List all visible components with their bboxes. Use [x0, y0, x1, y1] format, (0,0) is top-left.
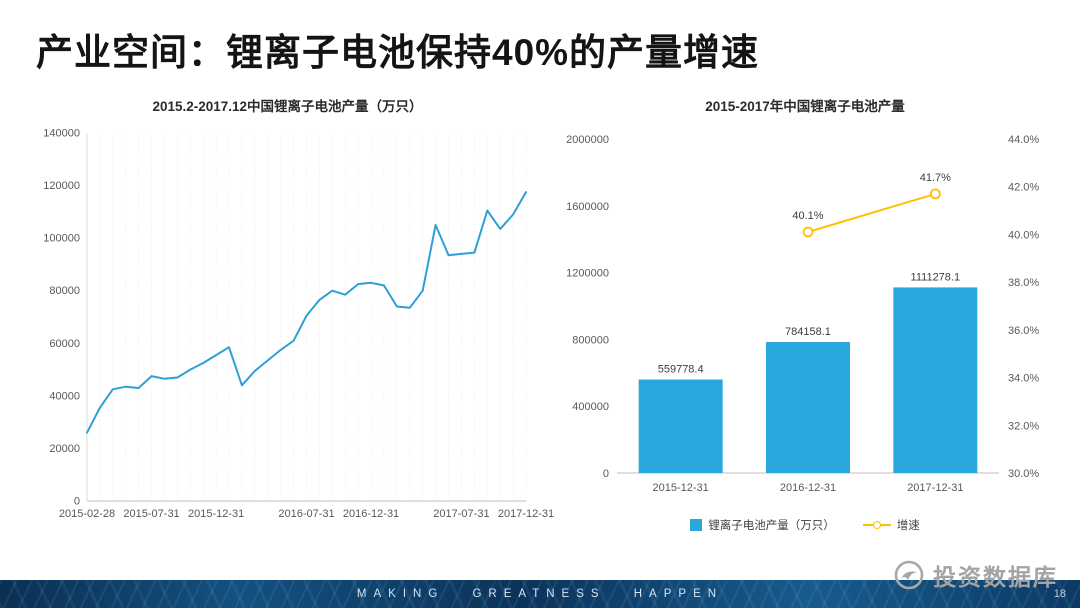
- bar-swatch: [690, 519, 703, 531]
- svg-text:38.0%: 38.0%: [1008, 277, 1039, 289]
- svg-text:41.7%: 41.7%: [920, 172, 951, 184]
- svg-text:400000: 400000: [572, 401, 609, 413]
- right-chart: 2015-2017年中国锂离子电池产量 0 400000 800000 1200000…: [555, 97, 1055, 533]
- legend-item-production: 锂离子电池产量（万只）: [690, 517, 835, 533]
- svg-text:20000: 20000: [49, 443, 80, 455]
- watermark: 投资数据库: [893, 558, 1058, 592]
- svg-text:2000000: 2000000: [566, 134, 609, 146]
- svg-text:2015-02-28: 2015-02-28: [59, 508, 115, 520]
- svg-text:60000: 60000: [49, 338, 80, 350]
- svg-text:44.0%: 44.0%: [1008, 134, 1039, 146]
- svg-text:2016-07-31: 2016-07-31: [278, 508, 334, 520]
- svg-text:2015-12-31: 2015-12-31: [653, 482, 709, 494]
- svg-text:80000: 80000: [49, 285, 80, 297]
- svg-text:2017-12-31: 2017-12-31: [498, 508, 554, 520]
- page-number: 18: [1053, 588, 1066, 600]
- svg-text:0: 0: [74, 496, 80, 508]
- svg-text:784158.1: 784158.1: [785, 326, 831, 338]
- svg-text:32.0%: 32.0%: [1008, 420, 1039, 432]
- svg-text:2017-07-31: 2017-07-31: [433, 508, 489, 520]
- svg-text:2016-12-31: 2016-12-31: [780, 482, 836, 494]
- svg-text:140000: 140000: [43, 128, 80, 140]
- svg-text:34.0%: 34.0%: [1008, 373, 1039, 385]
- svg-text:36.0%: 36.0%: [1008, 325, 1039, 337]
- svg-text:40.0%: 40.0%: [1008, 229, 1039, 241]
- left-chart: 2015.2-2017.12中国锂离子电池产量（万只） 0 20000 40000 6…: [35, 97, 554, 535]
- svg-text:1600000: 1600000: [566, 201, 609, 213]
- svg-text:1200000: 1200000: [566, 268, 609, 280]
- page-title: 产业空间：锂离子电池保持40%的产量增速: [36, 32, 760, 73]
- watermark-logo-icon: [893, 559, 925, 591]
- svg-text:120000: 120000: [43, 180, 80, 192]
- svg-text:0: 0: [603, 468, 609, 480]
- svg-text:559778.4: 559778.4: [658, 364, 704, 376]
- legend-label-growth: 增速: [896, 520, 920, 532]
- right-chart-title: 2015-2017年中国锂离子电池产量: [705, 99, 905, 114]
- footer-slogan: MAKING GREATNESS HAPPEN: [356, 588, 724, 600]
- combo-chart: 0 400000 800000 1200000 1600000 2000000 30.0% 3…: [566, 134, 1039, 494]
- legend-item-growth: 增速: [862, 517, 920, 533]
- svg-text:1111278.1: 1111278.1: [911, 271, 961, 283]
- line-chart: 0 20000 40000 60000 80000 100000 120000 140000 2…: [43, 128, 554, 521]
- svg-text:2015-07-31: 2015-07-31: [123, 508, 179, 520]
- svg-text:40000: 40000: [49, 390, 80, 402]
- chart-legend: 锂离子电池产量（万只） 增速: [555, 517, 1055, 533]
- svg-text:2016-12-31: 2016-12-31: [343, 508, 399, 520]
- svg-text:100000: 100000: [43, 233, 80, 245]
- svg-text:800000: 800000: [572, 334, 609, 346]
- svg-text:30.0%: 30.0%: [1008, 468, 1039, 480]
- watermark-text: 投资数据库: [933, 564, 1058, 590]
- legend-label-production: 锂离子电池产量（万只）: [708, 520, 835, 532]
- svg-text:42.0%: 42.0%: [1008, 182, 1039, 194]
- svg-text:40.1%: 40.1%: [792, 210, 823, 222]
- svg-text:2017-12-31: 2017-12-31: [907, 482, 963, 494]
- svg-text:2015-12-31: 2015-12-31: [188, 508, 244, 520]
- line-swatch: [862, 520, 891, 530]
- left-chart-title: 2015.2-2017.12中国锂离子电池产量（万只）: [152, 99, 423, 114]
